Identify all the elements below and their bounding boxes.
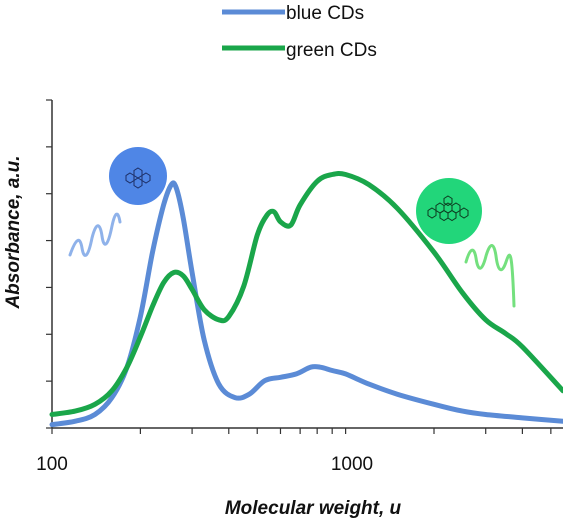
y-axis-title: Absorbance, a.u. (3, 155, 24, 309)
series-layer (49, 170, 563, 428)
x-tick-label-100: 100 (36, 454, 68, 475)
axes: 100 1000 Molecular weight, u Absorbance,… (3, 99, 563, 519)
legend-label-green-cds: green CDs (286, 40, 377, 61)
x-tick-label-1000: 1000 (331, 454, 373, 475)
series-line-blue-cds (49, 180, 563, 428)
y-axis-ticks (46, 99, 52, 429)
legend-label-blue-cds: blue CDs (286, 3, 364, 24)
annotations (68, 147, 516, 308)
legend: blue CDs green CDs (222, 3, 377, 61)
series-line-green-cds (49, 170, 563, 417)
green-carbon-dot-molecule-icon (416, 178, 482, 244)
x-axis-ticks (51, 428, 552, 434)
blue-wave-icon (68, 212, 122, 257)
green-wave-icon (464, 244, 516, 308)
x-axis-title: Molecular weight, u (225, 498, 402, 519)
blue-carbon-dot-molecule-icon (109, 147, 167, 205)
